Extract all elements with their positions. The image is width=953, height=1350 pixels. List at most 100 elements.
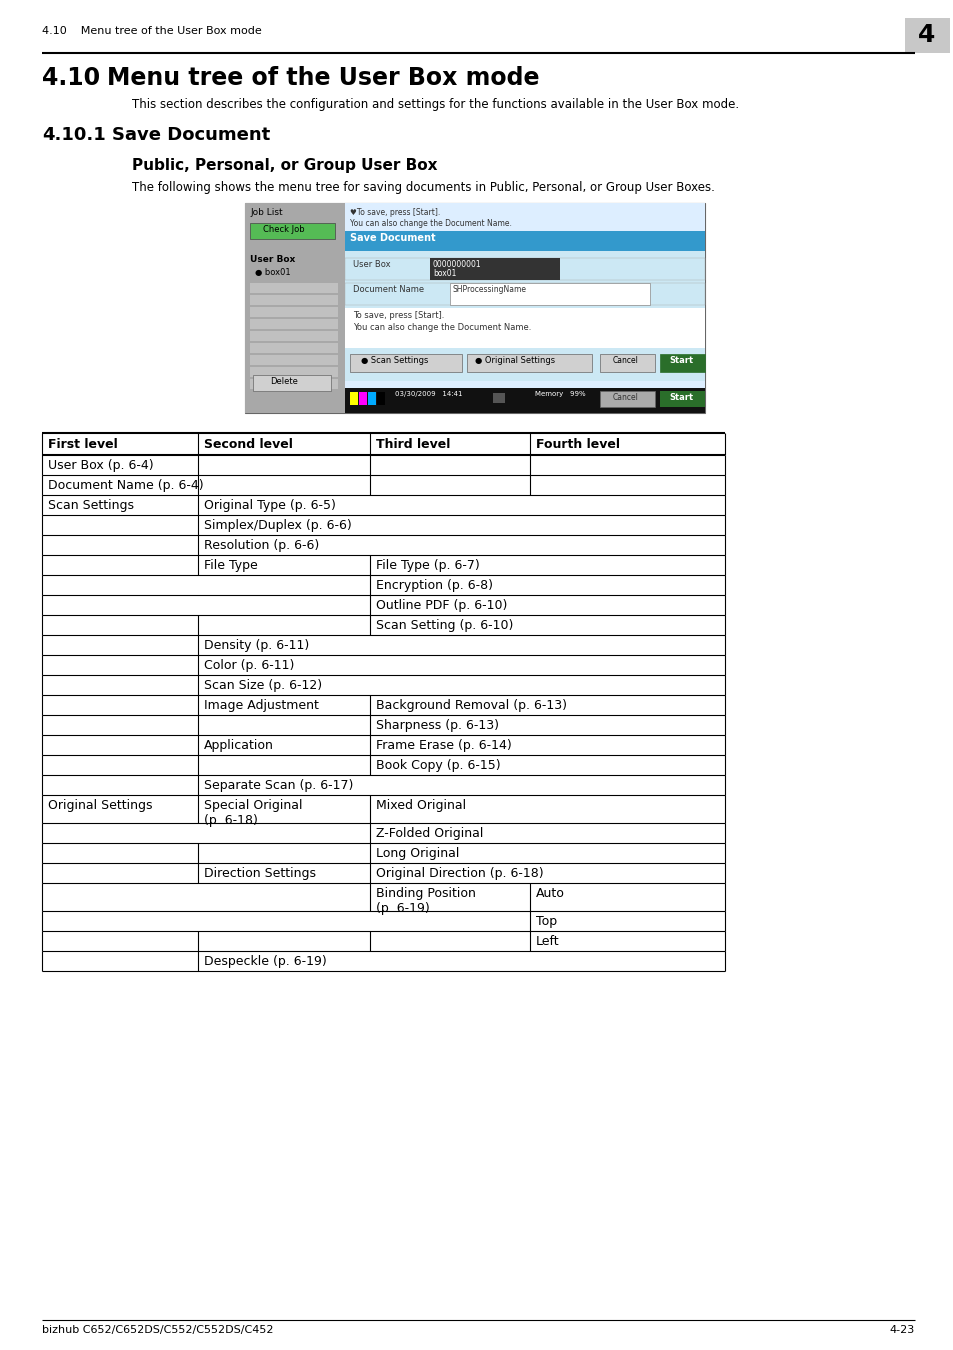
Text: ● Original Settings: ● Original Settings: [475, 356, 555, 365]
Bar: [430, 258, 559, 279]
Text: box01: box01: [433, 269, 456, 278]
Text: Scan Size (p. 6-12): Scan Size (p. 6-12): [204, 679, 322, 693]
Text: Scan Settings: Scan Settings: [48, 500, 133, 512]
Text: Application: Application: [204, 738, 274, 752]
Bar: [245, 202, 345, 413]
Bar: [250, 379, 337, 389]
Bar: [345, 387, 704, 413]
Text: Cancel: Cancel: [613, 356, 639, 365]
Text: 4.10.1: 4.10.1: [42, 126, 106, 144]
Bar: [253, 375, 331, 391]
Text: Original Type (p. 6-5): Original Type (p. 6-5): [204, 500, 335, 512]
Text: Direction Settings: Direction Settings: [204, 867, 315, 880]
Bar: [659, 392, 704, 406]
Bar: [250, 343, 337, 352]
Text: Start: Start: [668, 393, 693, 402]
Text: 4-23: 4-23: [889, 1324, 914, 1335]
Text: Mixed Original: Mixed Original: [375, 799, 466, 811]
Text: Frame Erase (p. 6-14): Frame Erase (p. 6-14): [375, 738, 511, 752]
Text: File Type: File Type: [204, 559, 257, 572]
Bar: [659, 354, 704, 373]
Text: Outline PDF (p. 6-10): Outline PDF (p. 6-10): [375, 599, 507, 612]
Text: 4: 4: [918, 23, 935, 47]
Text: Delete: Delete: [270, 377, 297, 386]
Text: You can also change the Document Name.: You can also change the Document Name.: [350, 219, 512, 228]
Bar: [245, 202, 704, 413]
Text: Density (p. 6-11): Density (p. 6-11): [204, 639, 309, 652]
Text: Top: Top: [536, 915, 557, 927]
Text: Background Removal (p. 6-13): Background Removal (p. 6-13): [375, 699, 566, 711]
Text: ♥To save, press [Start].: ♥To save, press [Start].: [350, 208, 439, 217]
Bar: [345, 351, 704, 377]
Bar: [368, 392, 375, 405]
Text: 03/30/2009   14:41: 03/30/2009 14:41: [395, 392, 462, 397]
Bar: [345, 308, 704, 348]
Text: Document Name (p. 6-4): Document Name (p. 6-4): [48, 479, 203, 491]
Bar: [345, 251, 704, 381]
Text: Memory   99%: Memory 99%: [535, 392, 585, 397]
Text: Public, Personal, or Group User Box: Public, Personal, or Group User Box: [132, 158, 437, 173]
Text: Image Adjustment: Image Adjustment: [204, 699, 318, 711]
Text: Check Job: Check Job: [263, 225, 304, 234]
Bar: [250, 367, 337, 377]
Text: Original Settings: Original Settings: [48, 799, 152, 811]
Text: Third level: Third level: [375, 437, 450, 451]
Bar: [250, 306, 337, 317]
Text: Left: Left: [536, 936, 559, 948]
Text: User Box: User Box: [353, 261, 390, 269]
Text: Save Document: Save Document: [112, 126, 270, 144]
Text: Cancel: Cancel: [613, 393, 639, 402]
Bar: [345, 231, 704, 251]
Text: Encryption (p. 6-8): Encryption (p. 6-8): [375, 579, 493, 593]
Text: Separate Scan (p. 6-17): Separate Scan (p. 6-17): [204, 779, 353, 792]
Text: Special Original
(p. 6-18): Special Original (p. 6-18): [204, 799, 302, 828]
Bar: [350, 392, 357, 405]
Bar: [42, 433, 724, 455]
Bar: [345, 284, 704, 305]
Text: SHProcessingName: SHProcessingName: [453, 285, 526, 294]
Text: You can also change the Document Name.: You can also change the Document Name.: [353, 323, 531, 332]
Bar: [250, 296, 337, 305]
Bar: [599, 354, 655, 373]
Text: To save, press [Start].: To save, press [Start].: [353, 310, 444, 320]
Text: The following shows the menu tree for saving documents in Public, Personal, or G: The following shows the menu tree for sa…: [132, 181, 714, 194]
Text: Sharpness (p. 6-13): Sharpness (p. 6-13): [375, 720, 498, 732]
Text: User Box (p. 6-4): User Box (p. 6-4): [48, 459, 153, 472]
Text: 4.10: 4.10: [42, 66, 100, 90]
Bar: [250, 284, 337, 293]
Text: Second level: Second level: [204, 437, 293, 451]
Text: First level: First level: [48, 437, 117, 451]
Text: Binding Position
(p. 6-19): Binding Position (p. 6-19): [375, 887, 476, 915]
Text: User Box: User Box: [250, 255, 294, 265]
Text: Menu tree of the User Box mode: Menu tree of the User Box mode: [107, 66, 539, 90]
Text: File Type (p. 6-7): File Type (p. 6-7): [375, 559, 479, 572]
Text: Fourth level: Fourth level: [536, 437, 619, 451]
Bar: [345, 202, 704, 413]
Bar: [358, 392, 367, 405]
Bar: [250, 319, 337, 329]
Text: Simplex/Duplex (p. 6-6): Simplex/Duplex (p. 6-6): [204, 518, 352, 532]
Text: ● Scan Settings: ● Scan Settings: [360, 356, 428, 365]
Text: Document Name: Document Name: [353, 285, 424, 294]
Text: Original Direction (p. 6-18): Original Direction (p. 6-18): [375, 867, 543, 880]
Bar: [250, 355, 337, 364]
Bar: [250, 223, 335, 239]
Text: Job List: Job List: [250, 208, 282, 217]
Text: Resolution (p. 6-6): Resolution (p. 6-6): [204, 539, 319, 552]
Bar: [376, 392, 385, 405]
Bar: [250, 331, 337, 342]
Text: Save Document: Save Document: [350, 234, 436, 243]
Text: Start: Start: [668, 356, 693, 365]
Bar: [493, 393, 504, 404]
Text: bizhub C652/C652DS/C552/C552DS/C452: bizhub C652/C652DS/C552/C552DS/C452: [42, 1324, 274, 1335]
Text: 4.10    Menu tree of the User Box mode: 4.10 Menu tree of the User Box mode: [42, 26, 261, 36]
Text: Z-Folded Original: Z-Folded Original: [375, 828, 483, 840]
Text: Scan Setting (p. 6-10): Scan Setting (p. 6-10): [375, 620, 513, 632]
Text: Despeckle (p. 6-19): Despeckle (p. 6-19): [204, 954, 327, 968]
Text: This section describes the configuration and settings for the functions availabl: This section describes the configuration…: [132, 99, 739, 111]
Bar: [599, 392, 655, 406]
Text: Book Copy (p. 6-15): Book Copy (p. 6-15): [375, 759, 500, 772]
Text: 0000000001: 0000000001: [433, 261, 481, 269]
Bar: [450, 284, 649, 305]
Text: Auto: Auto: [536, 887, 564, 900]
